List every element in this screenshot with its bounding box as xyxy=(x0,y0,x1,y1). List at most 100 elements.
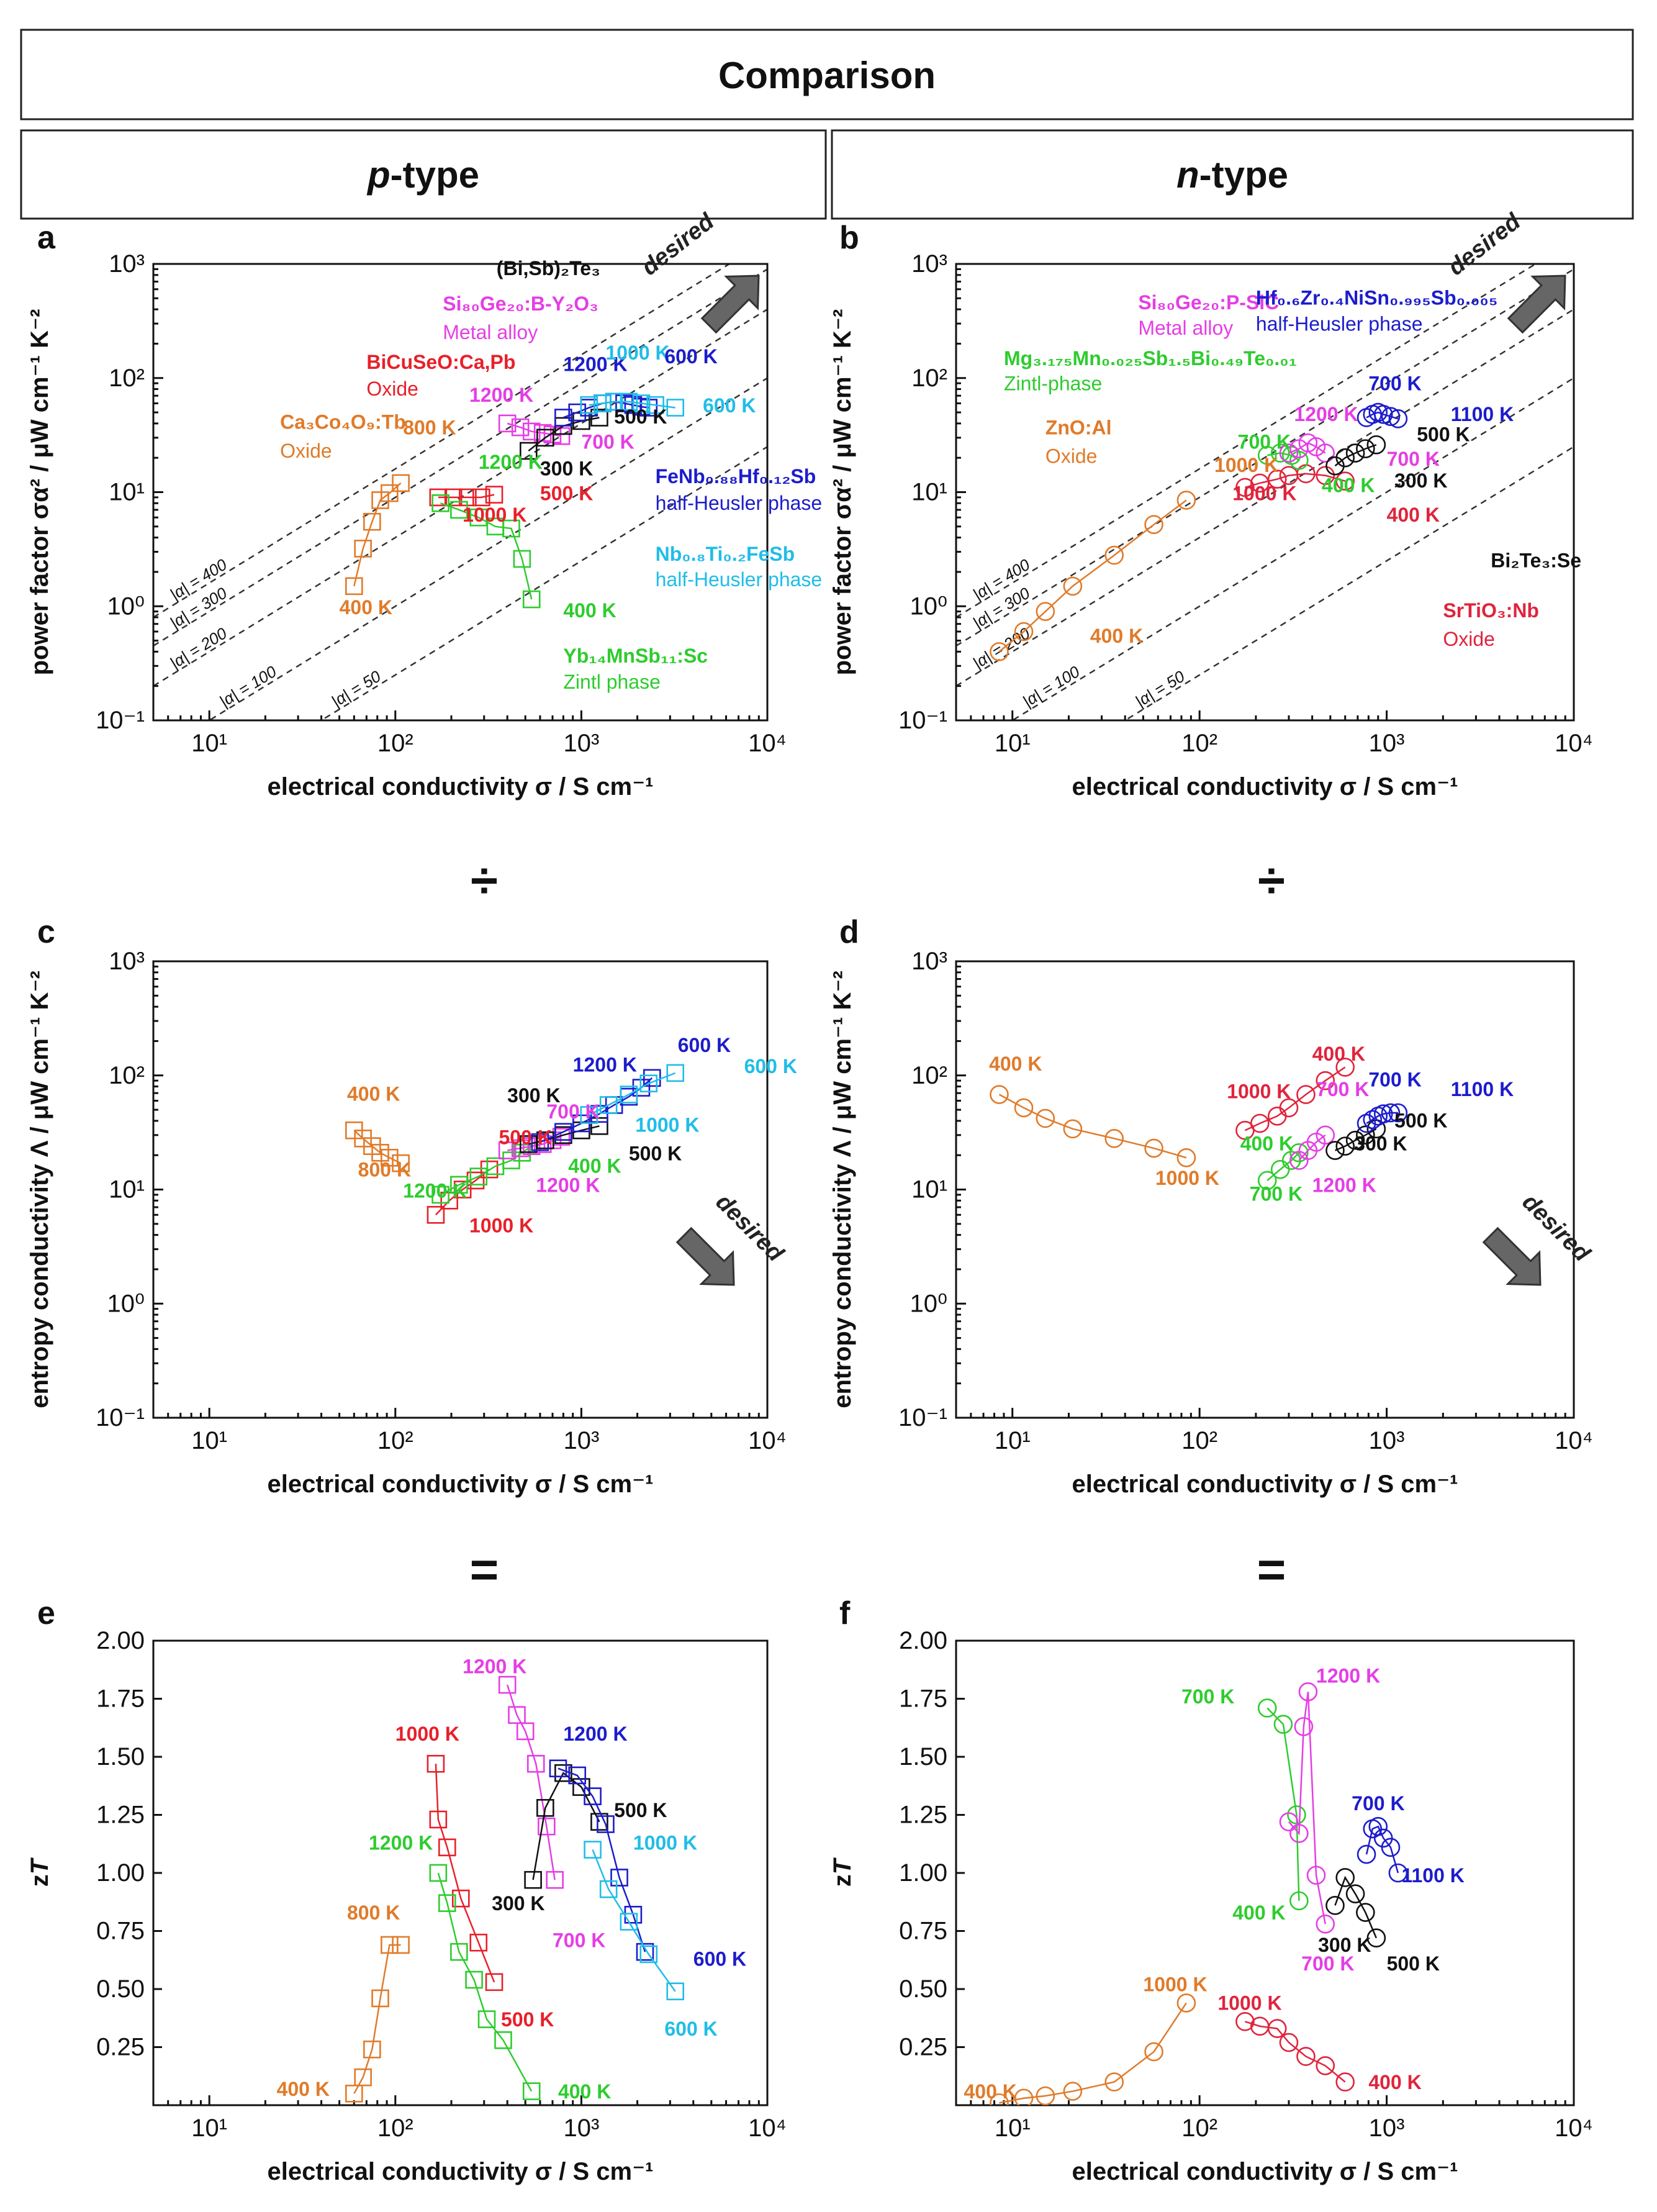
annotation-label: 600 K xyxy=(693,1948,746,1970)
data-point xyxy=(1257,445,1277,465)
data-point xyxy=(354,2068,372,2087)
data-point xyxy=(597,1815,615,1833)
annotation-label: 300 K xyxy=(540,458,593,480)
y-tick-label: 1.75 xyxy=(899,1685,947,1713)
y-tick-label: 10⁻¹ xyxy=(898,1404,947,1431)
annotation-label: 400 K xyxy=(1387,504,1440,526)
annotation-label: 400 K xyxy=(1312,1043,1365,1065)
data-point xyxy=(1345,443,1365,463)
annotation-label: ZnO:Al xyxy=(1045,417,1112,439)
data-point xyxy=(1279,443,1299,463)
x-tick-label: 10³ xyxy=(1369,1427,1405,1454)
annotation-label: 700 K xyxy=(1316,1078,1369,1100)
data-point xyxy=(620,1913,638,1931)
data-point xyxy=(469,1933,488,1952)
data-point xyxy=(580,1106,598,1124)
data-point xyxy=(1335,1136,1355,1156)
header: Comparison p-type n-type xyxy=(20,29,1634,220)
data-point xyxy=(1388,1863,1408,1883)
title-box xyxy=(20,29,1634,120)
annotation-label: Mg₃.₁₇₅Mn₀.₀₂₅Sb₁.₅Bi₀.₄₉Te₀.₀₁ xyxy=(1004,347,1297,369)
data-point xyxy=(427,1205,445,1224)
y-tick-label: 1.75 xyxy=(96,1685,145,1713)
data-point xyxy=(554,409,572,427)
series-group xyxy=(990,1682,1408,2105)
annotation-label: 1000 K xyxy=(1214,454,1278,476)
y-tick-label: 10¹ xyxy=(109,1176,145,1203)
y-tick-label: 1.25 xyxy=(899,1802,947,1829)
iso-line-300 xyxy=(956,268,1574,647)
panel-f: f 10¹ 10² 10³ 10⁴ 0.25 0.50 0.75 1.00 1.25 1.50 1.7… xyxy=(829,1595,1593,2185)
y-tick-label: 0.25 xyxy=(96,2034,145,2061)
annotation-label: 500 K xyxy=(1417,423,1470,445)
data-point xyxy=(1296,2047,1316,2066)
desired-label: desired xyxy=(711,1189,789,1267)
annotation-label: 700 K xyxy=(553,1929,605,1952)
x-tick-label: 10⁴ xyxy=(1555,730,1593,757)
desired-arrow-icon xyxy=(675,1226,735,1286)
x-tick-label: 10² xyxy=(377,730,413,757)
annotation-label: 700 K xyxy=(1368,1069,1421,1091)
annotation-label: 1000 K xyxy=(469,1215,533,1237)
series-line-red xyxy=(435,1169,490,1216)
iso-line-100 xyxy=(1011,377,1574,720)
data-point xyxy=(511,418,530,437)
annotation-label: 500 K xyxy=(1394,1110,1447,1132)
y-tick-label: 2.00 xyxy=(899,1627,947,1654)
data-point xyxy=(1335,1058,1355,1077)
data-point xyxy=(1289,450,1309,470)
data-point xyxy=(431,494,449,512)
annotation-label: 500 K xyxy=(614,406,667,428)
data-point xyxy=(1316,1071,1335,1090)
series-line-cyan xyxy=(589,1072,676,1116)
series-line-orange xyxy=(998,499,1187,653)
data-point xyxy=(1267,469,1287,489)
data-point xyxy=(450,1176,468,1194)
data-point xyxy=(1373,1104,1393,1124)
divide-operator-left: ÷ xyxy=(471,853,498,908)
data-point xyxy=(502,519,520,538)
data-point xyxy=(1063,1119,1083,1139)
data-point xyxy=(1036,1108,1055,1128)
data-point xyxy=(615,394,633,412)
data-point xyxy=(381,484,399,502)
y-tick-label: 1.50 xyxy=(899,1743,947,1770)
equals-operator-right: = xyxy=(1257,1542,1286,1597)
y-tick-label: 0.50 xyxy=(96,1975,145,2003)
desired-label: desired xyxy=(1517,1189,1596,1267)
x-tick-label: 10⁴ xyxy=(748,730,787,757)
annotation-label: 1200 K xyxy=(536,1174,600,1197)
y-axis-label: power factor σα² / μW cm⁻¹ K⁻² xyxy=(829,309,856,676)
panel-letter-a: a xyxy=(37,220,56,256)
series-group xyxy=(345,392,685,609)
data-point xyxy=(381,1148,399,1167)
annotation-label: 1000 K xyxy=(1155,1167,1219,1189)
annotation-label: 300 K xyxy=(1354,1133,1407,1155)
series-line-magenta xyxy=(1298,1134,1326,1161)
iso-line-50 xyxy=(320,446,767,720)
iso-line-200 xyxy=(956,309,1574,687)
data-point xyxy=(1388,1103,1408,1123)
x-tick-label: 10³ xyxy=(563,730,599,757)
x-axis-label: electrical conductivity σ / S cm⁻¹ xyxy=(1072,2158,1458,2185)
data-point xyxy=(1335,2072,1355,2092)
x-axis-label: electrical conductivity σ / S cm⁻¹ xyxy=(1072,773,1458,800)
data-point xyxy=(599,1096,618,1114)
data-point xyxy=(666,1064,685,1082)
series-line-black xyxy=(528,1125,600,1145)
data-point xyxy=(1316,466,1335,485)
data-point xyxy=(345,577,363,596)
data-point xyxy=(646,396,664,414)
n-type-heading: n-type xyxy=(1176,154,1288,196)
data-point xyxy=(636,1942,654,1961)
data-point xyxy=(1144,2042,1163,2062)
y-tick-label: 10¹ xyxy=(911,1176,947,1203)
annotation-label: 600 K xyxy=(744,1055,797,1077)
annotation-label: 1200 K xyxy=(1316,1664,1380,1687)
annotation-label: 600 K xyxy=(703,394,756,417)
y-tick-label: 10³ xyxy=(911,250,947,278)
annotation-label: 1000 K xyxy=(635,1114,699,1136)
x-tick-label: 10¹ xyxy=(191,730,227,757)
y-axis-label: zT xyxy=(26,1857,53,1887)
